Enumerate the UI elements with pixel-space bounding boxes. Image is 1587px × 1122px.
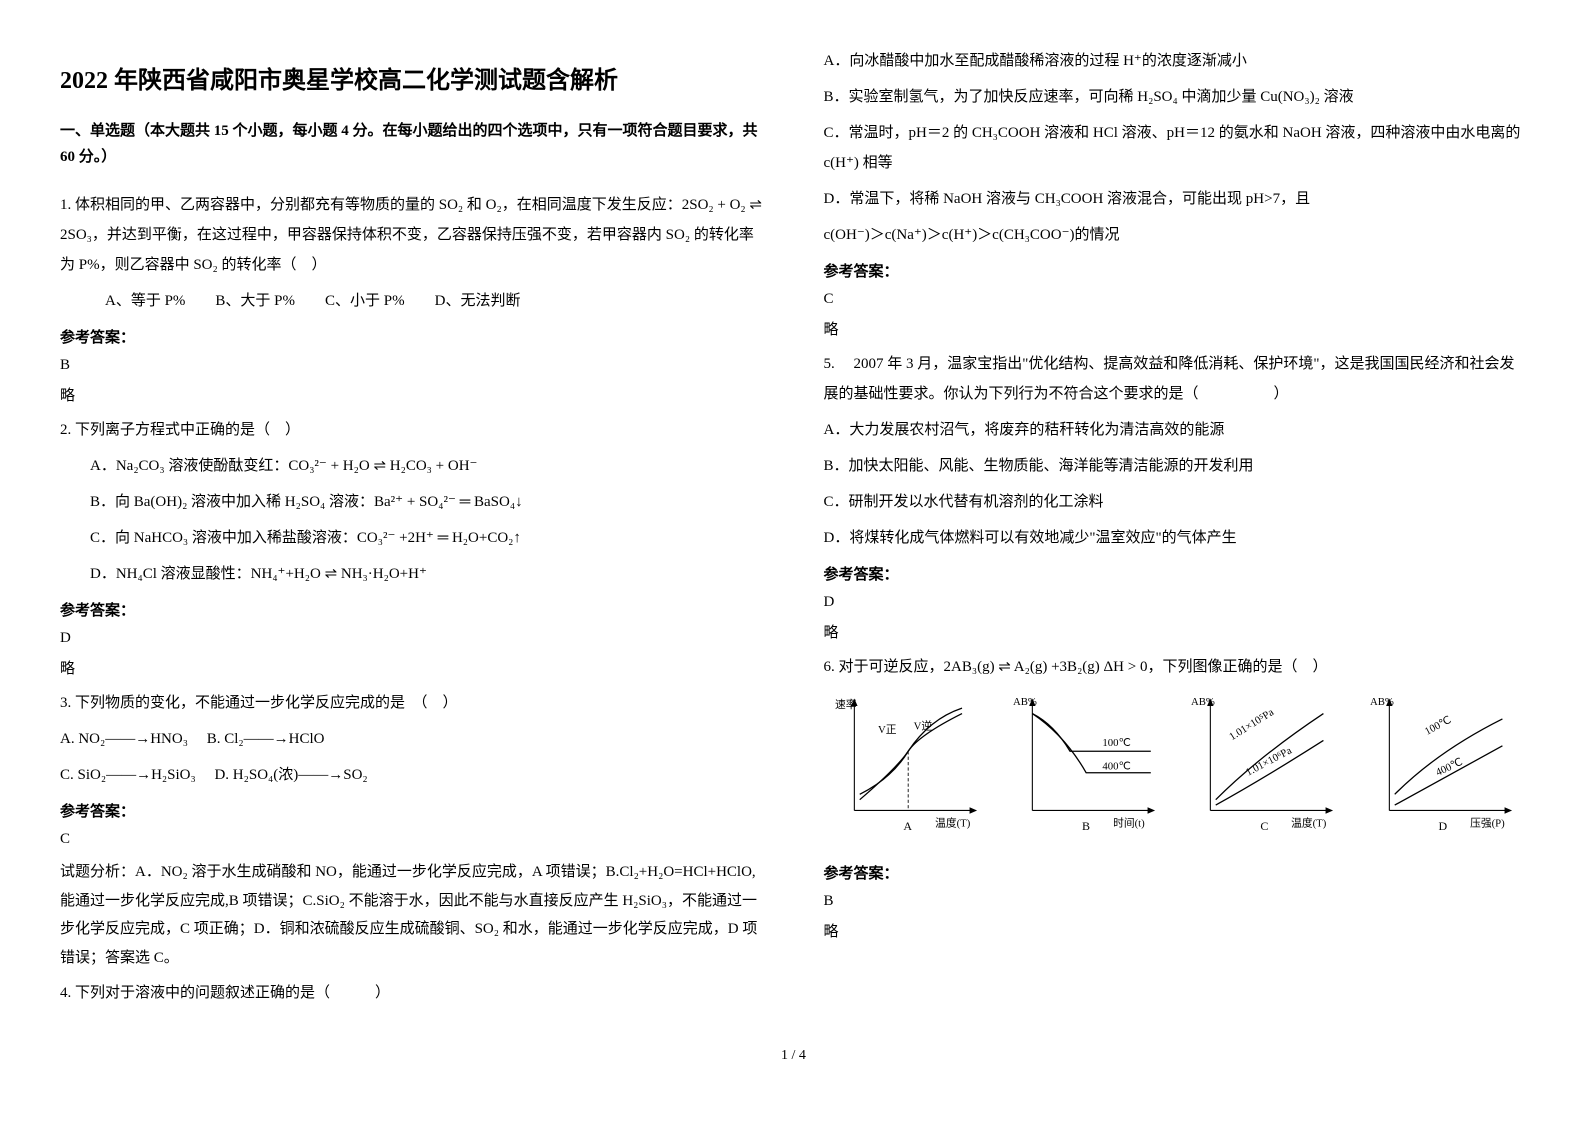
chart-c-line2: 1.01×10⁶Pa [1244, 744, 1294, 778]
q3-stem: 3. 下列物质的变化，不能通过一步化学反应完成的是 （ ） [60, 688, 764, 718]
question-5: 5. 2007 年 3 月，温家宝指出"优化结构、提高效益和降低消耗、保护环境"… [824, 349, 1528, 553]
chart-b: 100℃ 400℃ AB% 时间(t) B [1002, 692, 1170, 832]
q2-opt-a: A．Na₂CO₃ 溶液使酚酞变红：CO₃²⁻ + H₂O ⇌ H₂CO₃ + O… [60, 451, 764, 481]
q5-opt-c: C．研制开发以水代替有机溶剂的化工涂料 [824, 487, 1528, 517]
q3-line2: C. SiO₂——→H₂SiO₃ D. H₂SO₄(浓)——→SO₂ [60, 760, 764, 790]
question-4-opts: A．向冰醋酸中加水至配成醋酸稀溶液的过程 H⁺的浓度逐渐减小 B．实验室制氢气，… [824, 46, 1528, 250]
q6-answer-label: 参考答案： [824, 862, 1528, 883]
section-intro: 一、单选题（本大题共 15 个小题，每小题 4 分。在每小题给出的四个选项中，只… [60, 119, 764, 170]
question-2: 2. 下列离子方程式中正确的是（ ） A．Na₂CO₃ 溶液使酚酞变红：CO₃²… [60, 415, 764, 589]
q2-answer: D [60, 630, 764, 647]
q2-answer-label: 参考答案： [60, 599, 764, 620]
q5-opt-b: B．加快太阳能、风能、生物质能、海洋能等清洁能源的开发利用 [824, 451, 1528, 481]
q1-answer: B [60, 357, 764, 374]
q4-opt-c: C．常温时，pH＝2 的 CH₃COOH 溶液和 HCl 溶液、pH＝12 的氨… [824, 118, 1528, 178]
q4-opt-d: D．常温下，将稀 NaOH 溶液与 CH₃COOH 溶液混合，可能出现 pH>7… [824, 184, 1528, 214]
question-3: 3. 下列物质的变化，不能通过一步化学反应完成的是 （ ） A. NO₂——→H… [60, 688, 764, 790]
q3-answer-label: 参考答案： [60, 800, 764, 821]
question-6: 6. 对于可逆反应，2AB₃(g) ⇌ A₂(g) +3B₂(g) ΔH > 0… [824, 652, 1528, 682]
chart-b-line1: 100℃ [1102, 737, 1130, 749]
q4-opt-a: A．向冰醋酸中加水至配成醋酸稀溶液的过程 H⁺的浓度逐渐减小 [824, 46, 1528, 76]
chart-a-label: A [903, 819, 912, 834]
q5-answer-label: 参考答案： [824, 563, 1528, 584]
q4-opt-d2: c(OH⁻)＞c(Na⁺)＞c(H⁺)＞c(CH₃COO⁻)的情况 [824, 220, 1528, 250]
chart-d-ylabel: AB% [1370, 696, 1394, 708]
q3-answer: C [60, 831, 764, 848]
q5-opt-a: A．大力发展农村沼气，将废弃的秸秆转化为清洁高效的能源 [824, 415, 1528, 445]
chart-b-label: B [1082, 819, 1090, 834]
chart-b-xlabel: 时间(t) [1113, 817, 1145, 830]
chart-b-line2: 400℃ [1102, 761, 1130, 773]
q2-opt-d: D．NH₄Cl 溶液显酸性：NH₄⁺+H₂O ⇌ NH₃·H₂O+H⁺ [60, 559, 764, 589]
chart-c-line1: 1.01×10⁵Pa [1227, 706, 1276, 743]
q4-stem: 4. 下列对于溶液中的问题叙述正确的是（ ） [60, 978, 764, 1008]
chart-d: 100℃ 400℃ AB% 压强(P) D [1359, 692, 1527, 832]
q1-explanation: 略 [60, 384, 764, 405]
q5-opt-d: D．将煤转化成气体燃料可以有效地减少"温室效应"的气体产生 [824, 523, 1528, 553]
chart-d-xlabel: 压强(P) [1470, 818, 1505, 830]
q5-stem: 5. 2007 年 3 月，温家宝指出"优化结构、提高效益和降低消耗、保护环境"… [824, 349, 1528, 409]
chart-a-xlabel: 温度(T) [935, 817, 971, 830]
page-title: 2022 年陕西省咸阳市奥星学校高二化学测试题含解析 [60, 60, 764, 95]
q2-opt-c: C．向 NaHCO₃ 溶液中加入稀盐酸溶液：CO₃²⁻ +2H⁺ ═ H₂O+C… [60, 523, 764, 553]
q3-line1: A. NO₂——→HNO₃ B. Cl₂——→HClO [60, 724, 764, 754]
q5-explanation: 略 [824, 621, 1528, 642]
q1-answer-label: 参考答案： [60, 326, 764, 347]
chart-a: V正 V逆 速率 温度(T) A [824, 692, 992, 832]
q1-stem: 1. 体积相同的甲、乙两容器中，分别都充有等物质的量的 SO₂ 和 O₂，在相同… [60, 190, 764, 280]
chart-b-ylabel: AB% [1013, 696, 1037, 708]
q5-answer: D [824, 594, 1528, 611]
q6-stem: 6. 对于可逆反应，2AB₃(g) ⇌ A₂(g) +3B₂(g) ΔH > 0… [824, 652, 1528, 682]
chart-d-label: D [1438, 819, 1447, 834]
chart-c-xlabel: 温度(T) [1291, 817, 1327, 830]
chart-a-line2: V逆 [913, 720, 932, 733]
q2-stem: 2. 下列离子方程式中正确的是（ ） [60, 415, 764, 445]
question-1: 1. 体积相同的甲、乙两容器中，分别都充有等物质的量的 SO₂ 和 O₂，在相同… [60, 190, 764, 316]
q4-answer: C [824, 291, 1528, 308]
q6-charts: V正 V逆 速率 温度(T) A 100℃ 400℃ [824, 692, 1528, 832]
chart-c-label: C [1260, 819, 1268, 834]
q4-opt-b: B．实验室制氢气，为了加快反应速率，可向稀 H₂SO₄ 中滴加少量 Cu(NO₃… [824, 82, 1528, 112]
q1-options: A、等于 P% B、大于 P% C、小于 P% D、无法判断 [60, 286, 764, 316]
q4-explanation: 略 [824, 318, 1528, 339]
q6-answer: B [824, 893, 1528, 910]
question-4-stem: 4. 下列对于溶液中的问题叙述正确的是（ ） [60, 978, 764, 1008]
q2-opt-b: B．向 Ba(OH)₂ 溶液中加入稀 H₂SO₄ 溶液：Ba²⁺ + SO₄²⁻… [60, 487, 764, 517]
chart-d-line1: 100℃ [1422, 714, 1453, 738]
q4-answer-label: 参考答案： [824, 260, 1528, 281]
q2-explanation: 略 [60, 657, 764, 678]
chart-a-ylabel: 速率 [834, 698, 856, 711]
q3-explanation: 试题分析：A．NO₂ 溶于水生成硝酸和 NO，能通过一步化学反应完成，A 项错误… [60, 858, 764, 972]
chart-a-line1: V正 [878, 724, 897, 736]
chart-c: 1.01×10⁵Pa 1.01×10⁶Pa AB% 温度(T) C [1180, 692, 1348, 832]
chart-c-ylabel: AB% [1191, 696, 1215, 708]
q6-explanation: 略 [824, 920, 1528, 941]
page-number: 1 / 4 [60, 1048, 1527, 1064]
